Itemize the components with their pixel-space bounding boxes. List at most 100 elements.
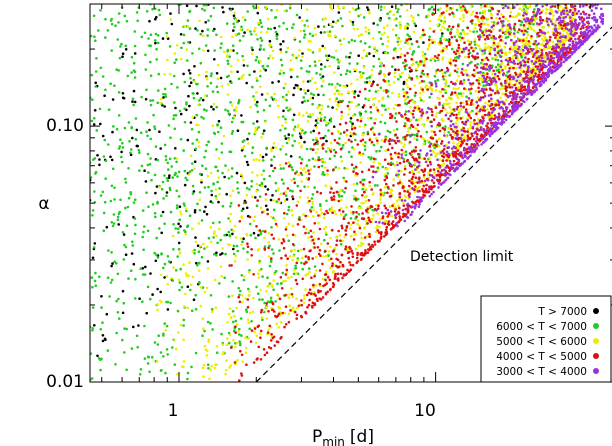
data-point-series-1 [356,62,359,65]
data-point-series-1 [134,117,138,120]
data-point-series-3 [314,294,318,297]
data-point-series-2 [384,52,388,55]
data-point-series-1 [457,56,460,60]
data-point-series-0 [101,134,105,138]
data-point-series-3 [397,220,401,224]
data-point-series-1 [184,176,187,180]
data-point-series-1 [310,206,314,209]
data-point-series-2 [229,194,232,198]
data-point-series-2 [201,366,205,370]
data-point-series-2 [303,297,306,301]
data-point-series-1 [91,214,94,217]
data-point-series-1 [270,8,273,12]
data-point-series-1 [168,186,172,190]
data-point-series-1 [525,30,529,34]
data-point-series-2 [254,341,258,345]
data-point-series-3 [471,19,474,22]
data-point-series-2 [542,47,546,51]
data-point-series-1 [108,295,111,298]
data-point-series-1 [178,281,182,284]
data-point-series-1 [339,155,343,159]
data-point-series-2 [283,9,287,13]
data-point-series-1 [124,44,128,48]
data-point-series-2 [377,89,380,93]
data-point-series-0 [141,267,144,270]
data-point-series-2 [267,328,270,331]
data-point-series-3 [313,246,317,249]
data-point-series-1 [176,255,179,258]
data-point-series-2 [455,94,458,97]
data-point-series-1 [115,127,119,131]
data-point-series-3 [368,235,372,238]
data-point-series-3 [263,353,267,357]
data-point-series-3 [404,212,408,216]
data-point-series-3 [398,215,402,218]
data-point-series-3 [519,52,522,56]
data-point-series-3 [421,88,425,91]
data-point-series-1 [207,367,210,370]
data-point-series-3 [230,264,233,267]
data-point-series-1 [348,100,351,104]
data-point-series-2 [426,139,430,143]
data-point-series-1 [110,221,114,224]
data-point-series-2 [270,147,273,151]
data-point-series-2 [516,12,520,15]
data-point-series-3 [475,122,479,125]
data-point-series-1 [270,96,273,99]
data-point-series-1 [294,266,298,270]
data-point-series-3 [338,209,341,212]
data-point-series-1 [159,351,163,354]
data-point-series-1 [415,138,419,141]
data-point-series-1 [205,109,208,112]
data-point-series-2 [368,184,372,188]
data-point-series-1 [254,58,258,62]
data-point-series-3 [466,134,470,137]
data-point-series-2 [386,35,390,39]
data-point-series-3 [406,51,409,55]
data-point-series-1 [362,16,366,19]
data-point-series-0 [145,311,148,315]
data-point-series-2 [399,179,402,182]
data-point-series-1 [248,327,251,331]
data-point-series-3 [335,181,338,184]
data-point-series-3 [294,172,297,175]
data-point-series-1 [307,158,311,162]
data-point-series-3 [430,83,433,87]
data-point-series-2 [234,345,237,349]
data-point-series-3 [349,263,353,267]
data-point-series-1 [173,363,177,366]
data-point-series-1 [215,105,218,109]
data-point-series-1 [153,127,157,130]
data-point-series-2 [246,28,249,32]
data-point-series-2 [446,111,449,115]
data-point-series-2 [422,175,426,179]
data-point-series-1 [201,7,204,11]
data-point-series-1 [501,22,504,25]
data-point-series-3 [315,297,319,301]
data-point-series-3 [490,103,494,106]
data-point-series-2 [483,12,486,15]
data-point-series-1 [270,226,273,229]
data-point-series-3 [355,256,359,260]
data-point-series-3 [403,113,407,116]
data-point-series-3 [373,121,377,125]
data-point-series-2 [264,120,267,124]
data-point-series-2 [313,272,317,276]
data-point-series-3 [344,247,347,251]
data-point-series-0 [188,104,191,108]
data-point-series-2 [392,178,396,181]
data-point-series-3 [475,106,479,109]
data-point-series-3 [481,15,485,18]
data-point-series-3 [295,204,299,207]
data-point-series-3 [460,50,464,54]
data-point-series-2 [236,358,239,362]
data-point-series-3 [462,105,465,109]
data-point-series-2 [362,227,366,230]
data-point-series-2 [297,125,300,129]
data-point-series-2 [245,193,249,197]
data-point-series-0 [144,180,148,183]
data-point-series-2 [225,368,228,372]
data-point-series-2 [360,201,363,205]
data-point-series-3 [585,4,588,7]
data-point-series-2 [522,5,525,8]
